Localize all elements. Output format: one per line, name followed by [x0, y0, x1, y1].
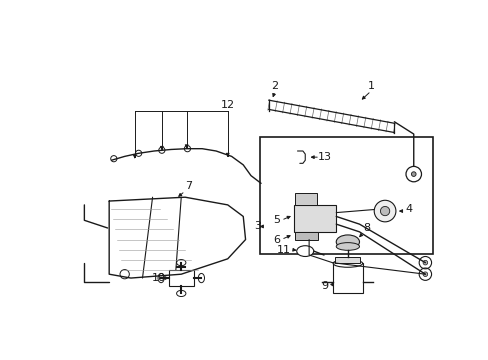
Ellipse shape [176, 260, 185, 266]
Ellipse shape [176, 291, 185, 297]
Text: 6: 6 [272, 235, 280, 244]
Text: 7: 7 [185, 181, 192, 191]
Text: 2: 2 [271, 81, 278, 91]
Ellipse shape [336, 235, 359, 249]
Text: 13: 13 [317, 152, 331, 162]
Bar [295, 232, 318, 239]
Circle shape [373, 200, 395, 222]
Circle shape [422, 260, 427, 265]
Text: 9: 9 [321, 281, 327, 291]
Bar [168, 270, 193, 286]
Text: 8: 8 [363, 223, 370, 233]
Text: 11: 11 [277, 244, 291, 255]
Bar [335, 257, 360, 264]
Text: 5: 5 [272, 215, 280, 225]
Ellipse shape [332, 260, 362, 267]
Text: 12: 12 [220, 100, 234, 110]
Circle shape [380, 206, 389, 216]
Bar [332, 264, 362, 293]
Ellipse shape [296, 246, 313, 256]
Text: 3: 3 [254, 221, 261, 231]
Text: 1: 1 [367, 81, 374, 91]
Bar [260, 138, 432, 254]
Bar [293, 205, 336, 232]
Circle shape [422, 272, 427, 276]
Ellipse shape [336, 243, 359, 250]
Circle shape [410, 172, 415, 176]
Bar [295, 193, 316, 205]
Text: 4: 4 [405, 204, 412, 214]
Text: 10: 10 [151, 273, 165, 283]
Ellipse shape [198, 274, 204, 283]
Ellipse shape [158, 274, 164, 283]
